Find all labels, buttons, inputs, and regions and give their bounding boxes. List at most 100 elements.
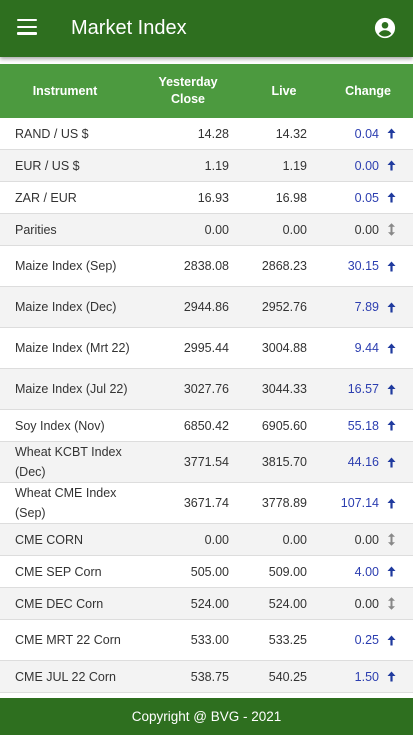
- instrument-name: Maize Index (Sep): [15, 259, 117, 273]
- yesterday-close-value: 16.93: [197, 190, 229, 205]
- yesterday-close-value: 0.00: [204, 532, 229, 547]
- app-bar: Market Index: [0, 0, 413, 57]
- table-row[interactable]: RAND / US $ 14.28 14.32 0.04: [0, 118, 413, 150]
- arrow-up-down-icon: [386, 588, 396, 619]
- header-yesterday-line2: Close: [170, 92, 206, 106]
- yesterday-close-value: 3771.54: [183, 455, 229, 469]
- change-value: 107.14: [340, 496, 379, 510]
- change-value: 0.25: [354, 633, 379, 647]
- instrument-name: CME DEC Corn: [15, 596, 104, 611]
- arrow-up-icon: [386, 328, 396, 368]
- arrow-up-icon: [386, 661, 396, 692]
- yesterday-close-value: 6850.42: [183, 418, 229, 433]
- header-change[interactable]: Change: [345, 83, 391, 98]
- page-title: Market Index: [71, 17, 187, 39]
- change-value: 0.00: [354, 596, 379, 611]
- live-value: 0.00: [282, 532, 307, 547]
- change-value: 0.00: [354, 158, 379, 173]
- table-row[interactable]: CME JUL 22 Corn 538.75 540.25 1.50: [0, 661, 413, 693]
- change-value: 0.04: [354, 126, 379, 141]
- account-circle-icon[interactable]: [374, 17, 396, 39]
- table-row[interactable]: Wheat KCBT Index (Dec) 3771.54 3815.70 44.1…: [0, 442, 413, 483]
- arrow-up-icon: [386, 118, 396, 149]
- change-value: 55.18: [347, 418, 379, 433]
- change-value: 9.44: [354, 341, 379, 355]
- live-value: 3815.70: [261, 455, 307, 469]
- live-value: 3778.89: [261, 496, 307, 510]
- yesterday-close-value: 14.28: [197, 126, 229, 141]
- live-value: 1.19: [282, 158, 307, 173]
- header-live[interactable]: Live: [271, 83, 297, 98]
- footer: Copyright @ BVG - 2021: [0, 698, 413, 735]
- yesterday-close-value: 505.00: [190, 564, 229, 579]
- arrow-up-icon: [386, 556, 396, 587]
- change-value: 0.00: [354, 222, 379, 237]
- arrow-up-icon: [386, 410, 396, 441]
- change-value: 1.50: [354, 669, 379, 684]
- instrument-name: RAND / US $: [15, 126, 89, 141]
- yesterday-close-value: 3027.76: [183, 382, 229, 396]
- change-value: 16.57: [347, 382, 379, 396]
- yesterday-close-value: 3671.74: [183, 496, 229, 510]
- change-value: 4.00: [354, 564, 379, 579]
- live-value: 524.00: [268, 596, 307, 611]
- table-row[interactable]: CME MRT 22 Corn 533.00 533.25 0.25: [0, 620, 413, 661]
- live-value: 2868.23: [261, 259, 307, 273]
- live-value: 0.00: [282, 222, 307, 237]
- change-value: 7.89: [354, 300, 379, 314]
- instrument-name: Parities: [15, 222, 57, 237]
- instrument-name: Maize Index (Dec): [15, 300, 117, 314]
- yesterday-close-value: 2995.44: [183, 341, 229, 355]
- header-yesterday-line1: Yesterday: [158, 75, 218, 89]
- yesterday-close-value: 538.75: [190, 669, 229, 684]
- table-header: Instrument Yesterday Close Live Change: [0, 64, 413, 118]
- yesterday-close-value: 2838.08: [183, 259, 229, 273]
- arrow-up-icon: [386, 442, 396, 482]
- header-yesterday-close[interactable]: Yesterday Close: [140, 64, 236, 118]
- instrument-name: CME JUL 22 Corn: [15, 669, 116, 684]
- live-value: 16.98: [275, 190, 307, 205]
- market-table-body: RAND / US $ 14.28 14.32 0.04 EUR / US $ 1.19…: [0, 118, 413, 693]
- table-row[interactable]: Maize Index (Jul 22) 3027.76 3044.33 16.57: [0, 369, 413, 410]
- arrow-up-icon: [386, 483, 396, 523]
- instrument-name: Soy Index (Nov): [15, 418, 105, 433]
- live-value: 533.25: [268, 633, 307, 647]
- instrument-name: Wheat CME Index (Sep): [15, 486, 117, 520]
- instrument-name: Wheat KCBT Index (Dec): [15, 445, 122, 479]
- table-row[interactable]: EUR / US $ 1.19 1.19 0.00: [0, 150, 413, 182]
- header-instrument[interactable]: Instrument: [32, 83, 98, 98]
- yesterday-close-value: 524.00: [190, 596, 229, 611]
- arrow-up-down-icon: [386, 214, 396, 245]
- table-row[interactable]: Wheat CME Index (Sep) 3671.74 3778.89 107.1…: [0, 483, 413, 524]
- change-value: 44.16: [347, 455, 379, 469]
- menu-icon[interactable]: [17, 19, 37, 35]
- copyright-text: Copyright @ BVG - 2021: [131, 709, 282, 724]
- table-row[interactable]: Soy Index (Nov) 6850.42 6905.60 55.18: [0, 410, 413, 442]
- table-row[interactable]: Maize Index (Dec) 2944.86 2952.76 7.89: [0, 287, 413, 328]
- table-row[interactable]: ZAR / EUR 16.93 16.98 0.05: [0, 182, 413, 214]
- table-row[interactable]: Maize Index (Sep) 2838.08 2868.23 30.15: [0, 246, 413, 287]
- instrument-name: CME CORN: [15, 532, 84, 547]
- arrow-up-icon: [386, 369, 396, 409]
- instrument-name: Maize Index (Jul 22): [15, 382, 128, 396]
- table-row[interactable]: Maize Index (Mrt 22) 2995.44 3004.88 9.44: [0, 328, 413, 369]
- change-value: 0.00: [354, 532, 379, 547]
- change-value: 0.05: [354, 190, 379, 205]
- table-row[interactable]: Parities 0.00 0.00 0.00: [0, 214, 413, 246]
- live-value: 6905.60: [261, 418, 307, 433]
- arrow-up-icon: [386, 620, 396, 660]
- arrow-up-icon: [386, 182, 396, 213]
- arrow-up-down-icon: [386, 524, 396, 555]
- table-row[interactable]: CME SEP Corn 505.00 509.00 4.00: [0, 556, 413, 588]
- table-row[interactable]: CME CORN 0.00 0.00 0.00: [0, 524, 413, 556]
- live-value: 14.32: [275, 126, 307, 141]
- live-value: 3044.33: [261, 382, 307, 396]
- instrument-name: CME MRT 22 Corn: [15, 633, 121, 647]
- arrow-up-icon: [386, 246, 396, 286]
- arrow-up-icon: [386, 287, 396, 327]
- table-row[interactable]: CME DEC Corn 524.00 524.00 0.00: [0, 588, 413, 620]
- yesterday-close-value: 1.19: [204, 158, 229, 173]
- instrument-name: EUR / US $: [15, 158, 80, 173]
- instrument-name: Maize Index (Mrt 22): [15, 341, 130, 355]
- live-value: 3004.88: [261, 341, 307, 355]
